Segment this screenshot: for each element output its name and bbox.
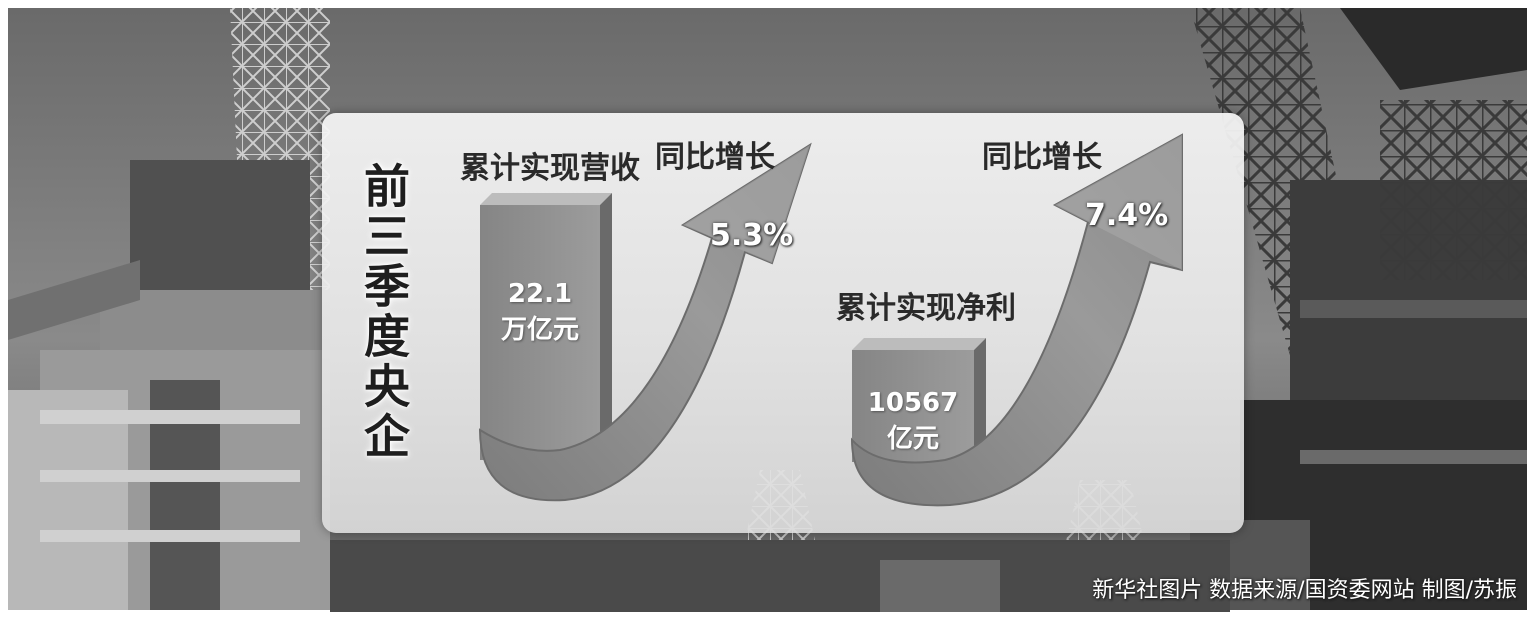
revenue-value: 22.1 万亿元: [480, 276, 600, 348]
profit-column: [852, 350, 974, 462]
profit-growth-label: 同比增长: [982, 140, 1102, 175]
revenue-column-side: [600, 193, 612, 482]
revenue-column: [480, 205, 600, 460]
revenue-value-number: 22.1: [507, 279, 573, 309]
revenue-growth-value: 5.3%: [710, 218, 794, 253]
profit-growth-value: 7.4%: [1085, 198, 1169, 233]
profit-value-unit: 亿元: [886, 424, 939, 454]
profit-column-top: [852, 338, 986, 350]
revenue-column-top: [480, 193, 612, 205]
side-title: 前三季度央企: [357, 162, 411, 462]
revenue-growth-label: 同比增长: [655, 140, 775, 175]
photo-credit: 新华社图片 数据来源/国资委网站 制图/苏振: [1092, 578, 1517, 603]
revenue-value-unit: 万亿元: [500, 315, 579, 345]
profit-label: 累计实现净利: [836, 291, 1016, 326]
profit-value: 10567 亿元: [852, 385, 974, 457]
revenue-label: 累计实现营收: [460, 151, 640, 186]
profit-value-number: 10567: [867, 388, 959, 418]
side-title-text: 前三季度央企: [357, 162, 411, 462]
